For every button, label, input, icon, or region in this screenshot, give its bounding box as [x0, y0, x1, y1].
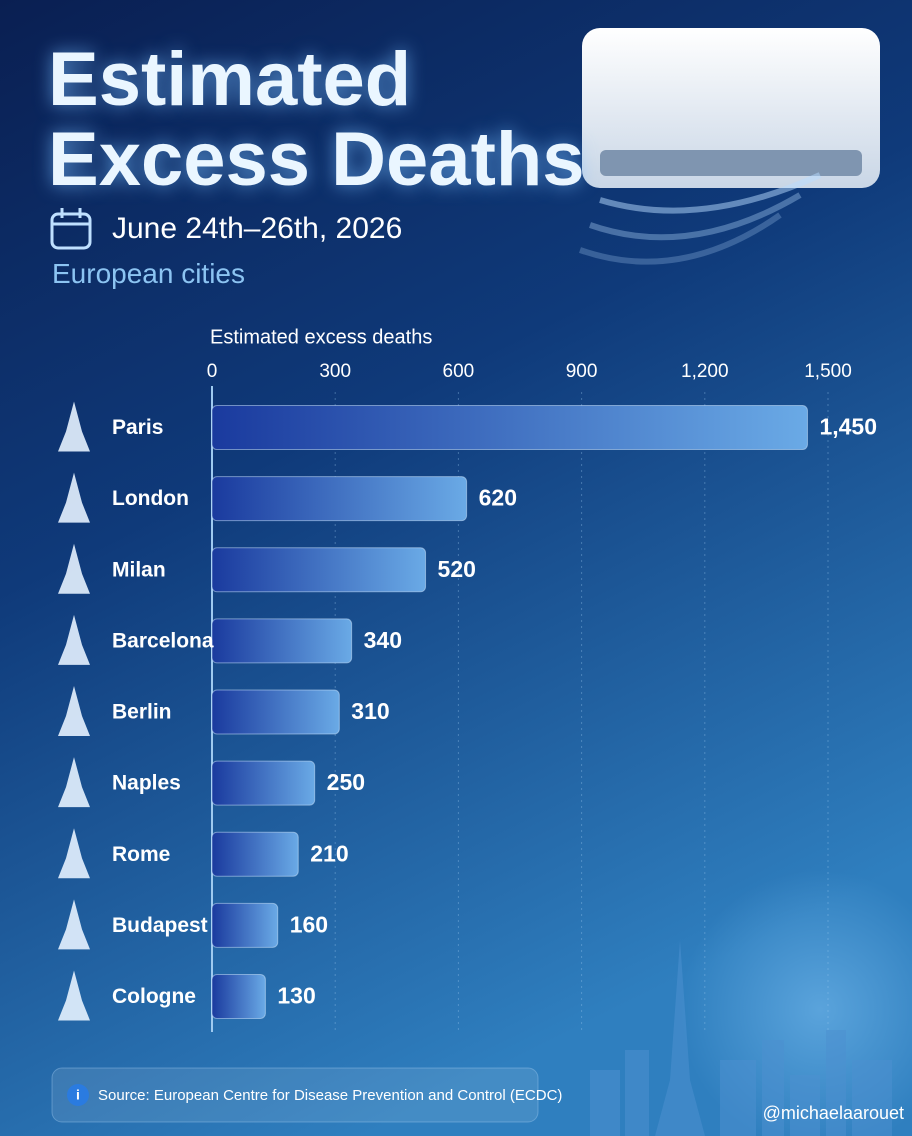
- landmark-icon: [58, 970, 90, 1021]
- subtitle: June 24th–26th, 2026: [112, 212, 403, 245]
- watermark: @michaelaarouet: [763, 1103, 904, 1123]
- value-label: 520: [438, 556, 476, 582]
- x-tick-label: 1,500: [804, 361, 852, 382]
- landmark-icon: [58, 614, 90, 665]
- category-label: London: [112, 487, 189, 510]
- x-tick-label: 900: [566, 361, 598, 382]
- landmark-icon: [58, 828, 90, 879]
- value-label: 250: [327, 769, 365, 795]
- category-label: Budapest: [112, 914, 208, 937]
- info-icon: [67, 1084, 89, 1106]
- bar: [211, 902, 279, 948]
- bar: [211, 547, 427, 593]
- bar: [211, 476, 468, 522]
- bar: [211, 618, 353, 664]
- category-label: Cologne: [112, 985, 196, 1008]
- landmark-icon: [58, 401, 90, 452]
- category-label: Naples: [112, 772, 181, 795]
- source: Source: European Centre for Disease Prev…: [98, 1087, 562, 1104]
- category-label: Paris: [112, 416, 163, 439]
- category-label: Berlin: [112, 701, 172, 724]
- value-label: 210: [310, 840, 348, 866]
- x-tick-label: 0: [207, 361, 218, 382]
- ac-unit: [579, 28, 880, 265]
- x-tick-label: 1,200: [681, 361, 729, 382]
- value-label: 1,450: [819, 414, 877, 440]
- x-tick-label: 300: [319, 361, 351, 382]
- bar: [211, 689, 340, 735]
- category-label: Rome: [112, 843, 170, 866]
- value-label: 310: [351, 698, 389, 724]
- source-box: [51, 1067, 539, 1123]
- x-tick-label: 600: [443, 361, 475, 382]
- category-label: Milan: [112, 558, 166, 581]
- value-label: 340: [364, 627, 402, 653]
- value-label: 130: [277, 983, 315, 1009]
- bar: [211, 831, 299, 877]
- x-axis-label: Estimated excess deaths: [210, 326, 432, 348]
- landmark-icon: [58, 543, 90, 594]
- subheading: European cities: [52, 258, 246, 289]
- value-label: 620: [479, 485, 517, 511]
- bar: [211, 760, 316, 806]
- info-glyph: i: [76, 1087, 80, 1103]
- landmark-icon: [58, 686, 90, 736]
- landmark-icon: [58, 757, 90, 808]
- calendar-icon: [50, 208, 92, 250]
- skyline: [590, 940, 892, 1136]
- bar: [211, 405, 808, 451]
- value-label: 160: [290, 911, 328, 937]
- title: Estimated Excess Deaths: [48, 37, 585, 202]
- landmark-icon: [58, 899, 90, 950]
- category-label: Barcelona: [112, 629, 214, 652]
- bar: [211, 973, 266, 1019]
- landmark-icon: [58, 472, 90, 523]
